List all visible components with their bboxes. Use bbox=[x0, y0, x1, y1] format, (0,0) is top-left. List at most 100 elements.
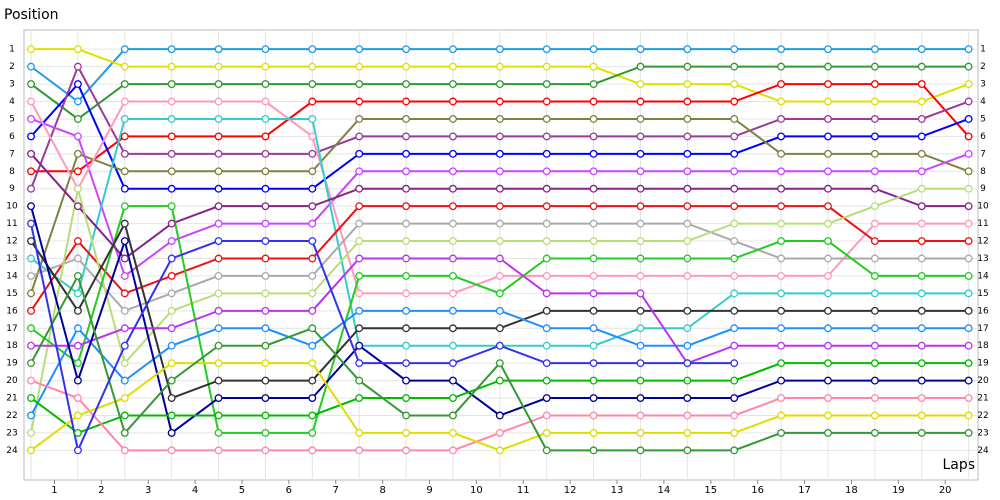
lap-marker bbox=[261, 254, 270, 263]
lap-marker bbox=[777, 167, 786, 176]
lap-marker bbox=[27, 289, 35, 298]
lap-marker bbox=[73, 254, 82, 263]
lap-marker bbox=[120, 289, 129, 298]
lap-marker bbox=[917, 359, 926, 368]
lap-marker bbox=[27, 306, 35, 315]
lap-marker bbox=[308, 289, 317, 298]
lap-marker bbox=[73, 149, 82, 158]
y-tick-label: 16 bbox=[6, 306, 18, 316]
lap-marker bbox=[636, 341, 645, 350]
lap-marker bbox=[261, 394, 270, 402]
lap-marker bbox=[870, 80, 879, 89]
y2-tick-label: 16 bbox=[977, 306, 989, 316]
y-tick-label: 2 bbox=[9, 62, 15, 72]
y2-tick-label: 10 bbox=[977, 202, 989, 212]
lap-marker bbox=[917, 80, 926, 89]
lap-marker bbox=[870, 167, 879, 176]
lap-marker bbox=[308, 254, 317, 263]
lap-marker bbox=[870, 62, 879, 71]
y2-tick-label: 1 bbox=[980, 45, 986, 55]
y2-tick-label: 22 bbox=[977, 411, 988, 421]
y2-tick-label: 13 bbox=[977, 254, 988, 264]
lap-marker bbox=[824, 411, 832, 420]
y2-tick-label: 7 bbox=[980, 149, 986, 159]
lap-marker bbox=[214, 184, 223, 193]
lap-marker bbox=[308, 97, 317, 106]
lap-marker bbox=[917, 394, 926, 402]
lap-marker bbox=[589, 394, 598, 402]
lap-marker bbox=[589, 62, 598, 71]
lap-marker bbox=[167, 289, 176, 298]
lap-marker bbox=[824, 202, 832, 211]
y-tick-label: 5 bbox=[9, 114, 15, 124]
lap-marker bbox=[402, 237, 411, 245]
lap-marker bbox=[683, 167, 692, 176]
lap-marker bbox=[636, 132, 645, 141]
lap-marker bbox=[730, 254, 739, 263]
lap-marker bbox=[917, 376, 926, 385]
y2-tick-label: 2 bbox=[980, 62, 986, 72]
lap-marker bbox=[542, 219, 551, 228]
lap-marker bbox=[448, 115, 457, 123]
lap-marker bbox=[589, 411, 598, 420]
lap-marker bbox=[730, 324, 739, 333]
lap-marker bbox=[261, 411, 270, 420]
lap-marker bbox=[261, 289, 270, 298]
lap-marker bbox=[73, 446, 82, 455]
lap-marker bbox=[167, 237, 176, 245]
lap-marker bbox=[777, 341, 786, 350]
lap-marker bbox=[495, 446, 504, 455]
lap-marker bbox=[495, 254, 504, 263]
lap-marker bbox=[73, 132, 82, 141]
lap-marker bbox=[636, 237, 645, 245]
lap-marker bbox=[402, 202, 411, 211]
lap-marker bbox=[824, 341, 832, 350]
y-tick-label: 3 bbox=[9, 80, 15, 90]
lap-marker bbox=[683, 394, 692, 402]
lap-marker bbox=[589, 219, 598, 228]
lap-marker bbox=[495, 271, 504, 280]
lap-marker bbox=[683, 359, 692, 368]
x-tick-label: 9 bbox=[426, 485, 432, 496]
lap-marker bbox=[308, 237, 317, 245]
lap-marker bbox=[917, 184, 926, 193]
lap-marker bbox=[964, 184, 973, 193]
lap-marker bbox=[495, 341, 504, 350]
lap-marker bbox=[402, 167, 411, 176]
lap-marker bbox=[308, 219, 317, 228]
lap-marker bbox=[542, 167, 551, 176]
lap-marker bbox=[27, 411, 35, 420]
lap-marker bbox=[542, 411, 551, 420]
lap-marker bbox=[448, 411, 457, 420]
lap-marker bbox=[964, 254, 973, 263]
lap-marker bbox=[402, 271, 411, 280]
y-tick-label: 4 bbox=[9, 97, 15, 107]
y2-tick-label: 23 bbox=[977, 428, 988, 438]
y2-tick-label: 4 bbox=[980, 97, 986, 107]
lap-marker bbox=[120, 237, 129, 245]
lap-marker bbox=[777, 184, 786, 193]
lap-marker bbox=[495, 219, 504, 228]
lap-marker bbox=[495, 45, 504, 54]
lap-marker bbox=[167, 428, 176, 437]
lap-marker bbox=[589, 167, 598, 176]
lap-marker bbox=[167, 411, 176, 420]
lap-marker bbox=[261, 306, 270, 315]
lap-marker bbox=[261, 446, 270, 455]
lap-marker bbox=[308, 411, 317, 420]
lap-marker bbox=[683, 324, 692, 333]
y-tick-label: 19 bbox=[6, 359, 18, 369]
lap-marker bbox=[636, 219, 645, 228]
lap-marker bbox=[261, 324, 270, 333]
lap-marker bbox=[27, 149, 35, 158]
lap-marker bbox=[495, 97, 504, 106]
lap-marker bbox=[448, 184, 457, 193]
lap-marker bbox=[402, 45, 411, 54]
lap-marker bbox=[870, 289, 879, 298]
y2-tick-label: 18 bbox=[977, 341, 989, 351]
lap-marker bbox=[261, 132, 270, 141]
lap-marker bbox=[448, 359, 457, 368]
lap-marker bbox=[683, 428, 692, 437]
lap-marker bbox=[27, 446, 35, 455]
lap-marker bbox=[214, 167, 223, 176]
